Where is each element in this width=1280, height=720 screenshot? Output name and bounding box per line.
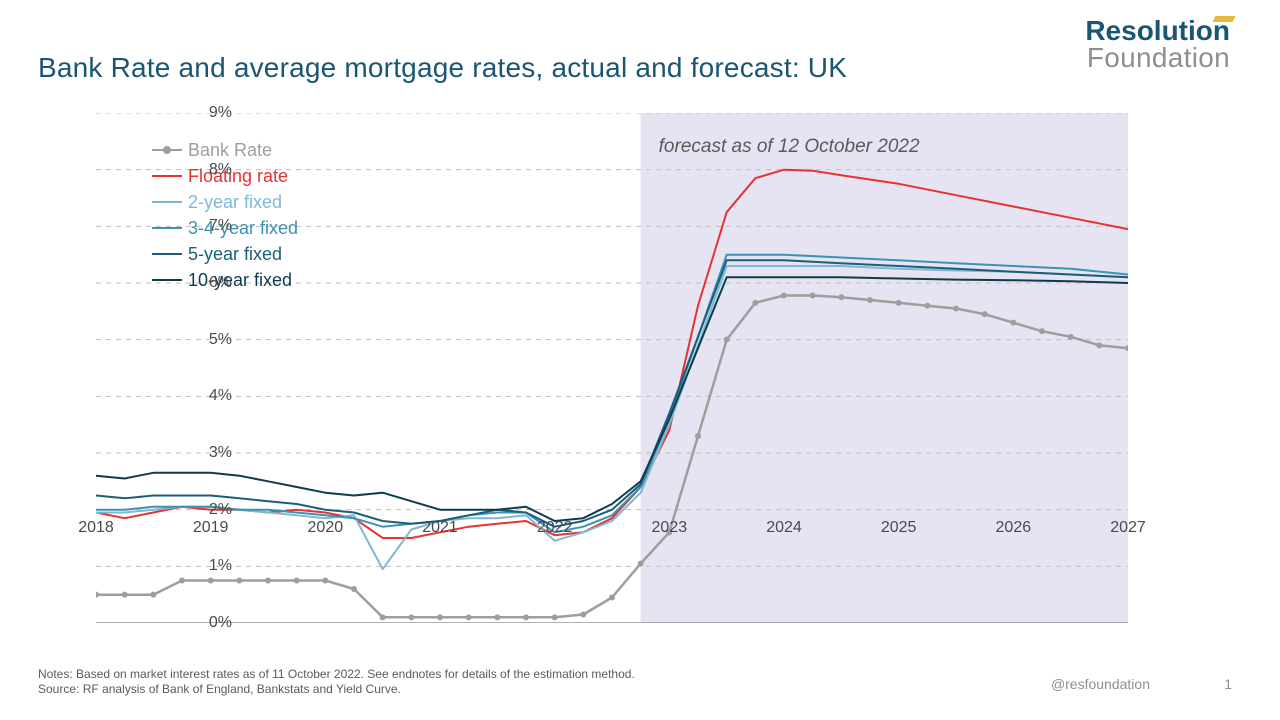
legend-swatch	[152, 149, 182, 151]
legend-item: 2-year fixed	[152, 189, 298, 215]
legend-item: 5-year fixed	[152, 241, 298, 267]
x-tick-label: 2026	[996, 519, 1032, 537]
legend-label: Bank Rate	[188, 140, 272, 161]
legend-swatch	[152, 227, 182, 229]
chart-area: Bank Rate Floating rate 2-year fixed 3-4-ye…	[96, 113, 1128, 623]
logo-accent-mark	[1213, 16, 1236, 22]
legend-label: 2-year fixed	[188, 192, 282, 213]
social-handle: @resfoundation	[1051, 676, 1150, 692]
forecast-label: forecast as of 12 October 2022	[659, 136, 920, 158]
logo-bottom-text: Foundation	[1087, 42, 1230, 73]
legend-swatch	[152, 279, 182, 281]
x-tick-label: 2018	[78, 519, 114, 537]
legend-swatch	[152, 175, 182, 177]
notes-line-2: Source: RF analysis of Bank of England, …	[38, 682, 635, 698]
y-tick-label: 2%	[209, 501, 232, 519]
x-tick-label: 2022	[537, 519, 573, 537]
x-tick-label: 2019	[193, 519, 229, 537]
page-number: 1	[1224, 676, 1232, 692]
y-tick-label: 3%	[209, 444, 232, 462]
y-tick-label: 5%	[209, 331, 232, 349]
chart-title: Bank Rate and average mortgage rates, ac…	[38, 52, 847, 84]
y-tick-label: 1%	[209, 557, 232, 575]
x-tick-label: 2020	[308, 519, 344, 537]
y-tick-label: 7%	[209, 217, 232, 235]
x-tick-label: 2021	[422, 519, 458, 537]
x-tick-label: 2027	[1110, 519, 1146, 537]
legend-label: Floating rate	[188, 166, 288, 187]
y-tick-label: 9%	[209, 104, 232, 122]
y-tick-label: 6%	[209, 274, 232, 292]
y-tick-label: 8%	[209, 161, 232, 179]
x-tick-label: 2025	[881, 519, 917, 537]
legend-label: 10-year fixed	[188, 270, 292, 291]
footnote: Notes: Based on market interest rates as…	[38, 667, 635, 698]
logo-top-text: Resolution	[1085, 15, 1230, 46]
legend-item: Bank Rate	[152, 137, 298, 163]
notes-line-1: Notes: Based on market interest rates as…	[38, 667, 635, 683]
x-tick-label: 2023	[652, 519, 688, 537]
legend-label: 5-year fixed	[188, 244, 282, 265]
legend-label: 3-4-year fixed	[188, 218, 298, 239]
brand-logo: Resolution Foundation	[1085, 18, 1230, 71]
y-tick-label: 0%	[209, 614, 232, 632]
legend-swatch	[152, 253, 182, 255]
y-tick-label: 4%	[209, 387, 232, 405]
x-tick-label: 2024	[766, 519, 802, 537]
legend-swatch	[152, 201, 182, 203]
